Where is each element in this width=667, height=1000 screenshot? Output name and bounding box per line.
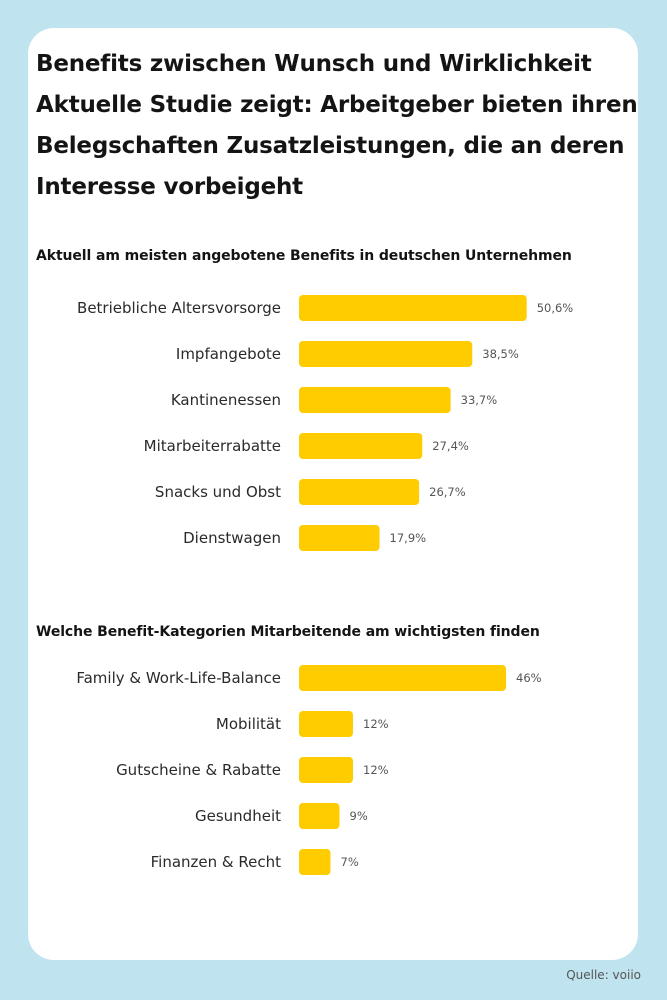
bar [299,711,353,737]
title-line-1: Benefits zwischen Wunsch und Wirklichkei… [36,51,592,77]
preferred-benefits-chart: Family & Work-Life-Balance 46% Mobilität 12… [76,665,542,875]
category-label: Snacks und Obst [155,483,281,501]
title-line-4: Interesse vorbeigeht [36,174,303,200]
chart-1-title: Aktuell am meisten angebotene Benefits i… [36,248,572,264]
infographic-title: Benefits zwischen Wunsch und Wirklichkei… [36,44,638,208]
title-line-2: Aktuelle Studie zeigt: Arbeitgeber biete… [36,92,638,118]
category-label: Impfangebote [176,345,281,363]
category-label: Dienstwagen [183,529,281,547]
bar [299,479,420,505]
category-label: Finanzen & Recht [151,853,281,871]
value-label: 12% [363,763,389,777]
bar [299,387,451,413]
value-label: 27,4% [432,439,469,453]
value-label: 9% [350,809,368,823]
category-label: Betriebliche Altersvorsorge [77,299,281,317]
value-label: 38,5% [482,347,519,361]
category-label: Mitarbeiterrabatte [144,437,281,455]
value-label: 17,9% [390,531,427,545]
value-label: 12% [363,717,389,731]
bar [299,665,506,691]
value-label: 26,7% [429,485,466,499]
category-label: Gesundheit [195,807,281,825]
category-label: Mobilität [216,715,281,733]
value-label: 50,6% [537,301,574,315]
bar [299,757,353,783]
category-label: Gutscheine & Rabatte [116,761,281,779]
chart-2-title: Welche Benefit-Kategorien Mitarbeitende … [36,624,540,640]
bar [299,341,473,367]
offered-benefits-chart: Betriebliche Altersvorsorge 50,6% Impfange… [77,295,574,551]
bar [299,803,340,829]
bar [299,433,423,459]
value-label: 7% [341,855,359,869]
value-label: 33,7% [461,393,498,407]
bar [299,525,380,551]
bar [299,295,527,321]
title-line-3: Belegschaften Zusatzleistungen, die an d… [36,133,625,159]
source-note: Quelle: voiio [566,968,641,982]
category-label: Family & Work-Life-Balance [76,669,281,687]
value-label: 46% [516,671,542,685]
bar [299,849,331,875]
category-label: Kantinenessen [171,391,281,409]
